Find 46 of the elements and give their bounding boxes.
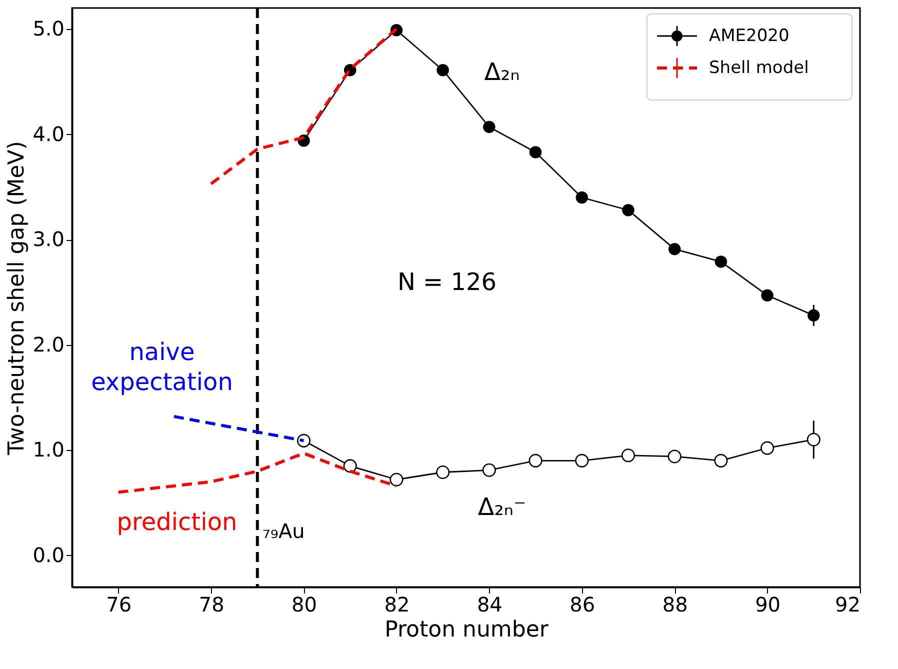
y-axis-title: Two-neutron shell gap (MeV): [4, 141, 30, 456]
x-tick-label: 92: [835, 592, 860, 616]
annotation: Δ₂ₙ⁻: [478, 493, 526, 521]
point: [760, 441, 774, 455]
point: [575, 454, 589, 468]
point: [576, 191, 588, 204]
legend-label: AME2020: [709, 26, 790, 46]
ref-line-label: ₇₉Au: [262, 519, 305, 543]
point: [436, 465, 450, 480]
point: [621, 448, 636, 462]
point: [390, 472, 404, 486]
point: [761, 289, 774, 302]
x-tick-label: 84: [476, 592, 502, 616]
x-tick-label: 76: [106, 592, 132, 616]
x-tick-label: 80: [292, 592, 317, 616]
x-axis-title: Proton number: [384, 618, 550, 642]
y-tick-label: 2.0: [32, 332, 64, 356]
point: [296, 434, 311, 448]
point: [714, 454, 728, 468]
point: [436, 64, 449, 76]
y-tick-label: 3.0: [32, 227, 64, 252]
point: [808, 309, 820, 322]
annotation: prediction: [116, 508, 238, 536]
legend-label: Shell model: [709, 58, 809, 78]
y-tick-label: 4.0: [32, 122, 64, 146]
point: [343, 459, 357, 473]
y-tick-label: 1.0: [32, 438, 64, 462]
x-tick-label: 82: [384, 592, 410, 616]
point: [483, 120, 496, 134]
x-tick-label: 88: [662, 592, 688, 616]
x-tick-label: 78: [198, 592, 224, 616]
point: [528, 454, 542, 468]
x-tick-label: 90: [755, 592, 781, 616]
point: [622, 204, 634, 216]
y-tick-label: 0.0: [32, 542, 64, 567]
point: [529, 146, 542, 158]
point: [482, 463, 496, 477]
point: [714, 256, 728, 268]
annotation: naive expectation: [91, 338, 233, 396]
point: [806, 432, 820, 446]
annotation: N = 126: [397, 268, 497, 296]
annotation: Δ₂ₙ: [484, 58, 520, 86]
y-tick-label: 5.0: [32, 16, 64, 41]
point: [668, 450, 682, 464]
x-tick-label: 86: [570, 592, 596, 616]
point: [668, 242, 681, 256]
